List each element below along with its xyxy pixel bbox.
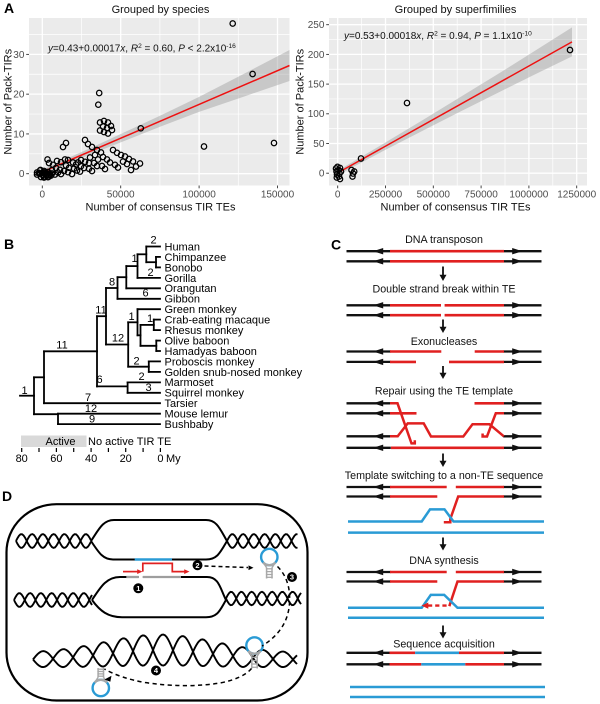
svg-text:1250000: 1250000 (557, 189, 596, 200)
svg-text:2: 2 (138, 371, 144, 383)
svg-text:0: 0 (319, 169, 325, 180)
svg-text:DNA synthesis: DNA synthesis (409, 555, 479, 567)
svg-text:Double strand break within TE: Double strand break within TE (373, 284, 516, 296)
svg-text:250: 250 (308, 20, 325, 31)
svg-text:Active: Active (46, 436, 76, 448)
svg-text:Green monkey: Green monkey (165, 304, 238, 316)
svg-text:Tarsier: Tarsier (165, 398, 198, 410)
svg-text:1: 1 (21, 385, 27, 397)
svg-text:Human: Human (165, 241, 200, 253)
svg-text:9: 9 (89, 414, 95, 426)
svg-text:0: 0 (40, 189, 46, 200)
svg-text:11: 11 (95, 305, 106, 317)
svg-text:20: 20 (13, 90, 25, 101)
svg-text:100000: 100000 (182, 189, 216, 200)
svg-text:2: 2 (147, 267, 153, 279)
svg-text:Rhesus monkey: Rhesus monkey (165, 325, 244, 337)
svg-text:4: 4 (154, 666, 159, 675)
svg-text:Number of consensus TIR TEs: Number of consensus TIR TEs (86, 202, 236, 214)
svg-text:2: 2 (195, 561, 199, 570)
svg-text:Hamadyas baboon: Hamadyas baboon (165, 346, 257, 358)
svg-text:1: 1 (147, 313, 153, 325)
svg-text:30: 30 (13, 50, 25, 61)
svg-text:200: 200 (308, 50, 325, 61)
svg-text:My: My (166, 453, 181, 465)
svg-text:Gibbon: Gibbon (165, 294, 200, 306)
svg-text:Number of consensus TIR TEs: Number of consensus TIR TEs (381, 202, 531, 214)
svg-text:C: C (331, 237, 341, 253)
svg-text:Repair using the TE template: Repair using the TE template (375, 386, 513, 398)
svg-text:6: 6 (96, 374, 102, 386)
svg-text:12: 12 (85, 403, 97, 415)
svg-text:1: 1 (131, 253, 137, 265)
svg-text:50000: 50000 (107, 189, 135, 200)
svg-text:Olive baboon: Olive baboon (165, 335, 230, 347)
svg-text:Gorilla: Gorilla (165, 273, 198, 285)
svg-text:60: 60 (50, 453, 62, 465)
svg-text:Grouped by species: Grouped by species (112, 4, 210, 16)
svg-text:0: 0 (335, 189, 341, 200)
svg-text:Marmoset: Marmoset (165, 377, 214, 389)
svg-text:Sequence acquisition: Sequence acquisition (393, 639, 495, 651)
svg-text:500000: 500000 (417, 189, 451, 200)
svg-text:Exonucleases: Exonucleases (411, 336, 478, 348)
svg-text:Number of Pack-TIRs: Number of Pack-TIRs (3, 48, 15, 154)
svg-text:y=0.53+0.00018x, R2 = 0.94, P: y=0.53+0.00018x, R2 = 0.94, P = 1.1x10-1… (343, 30, 532, 42)
svg-text:50: 50 (313, 139, 325, 150)
svg-text:Crab-eating macaque: Crab-eating macaque (165, 315, 271, 327)
svg-text:150: 150 (308, 80, 325, 91)
svg-text:7: 7 (85, 392, 91, 404)
svg-text:20: 20 (120, 453, 132, 465)
svg-text:B: B (4, 236, 14, 252)
svg-text:1: 1 (136, 584, 140, 593)
svg-text:Proboscis monkey: Proboscis monkey (165, 356, 255, 368)
svg-text:Chimpanzee: Chimpanzee (165, 252, 227, 264)
svg-text:6: 6 (142, 288, 148, 300)
svg-text:750000: 750000 (464, 189, 498, 200)
svg-text:Mouse lemur: Mouse lemur (165, 409, 229, 421)
svg-text:3: 3 (145, 382, 151, 394)
svg-text:12: 12 (112, 333, 124, 345)
svg-text:1000000: 1000000 (509, 189, 548, 200)
svg-text:Orangutan: Orangutan (165, 283, 217, 295)
svg-text:80: 80 (16, 453, 28, 465)
svg-text:0: 0 (157, 453, 163, 465)
svg-text:Grouped by superfimilies: Grouped by superfimilies (395, 4, 517, 16)
svg-text:2: 2 (150, 235, 156, 247)
svg-text:1: 1 (128, 311, 134, 323)
svg-text:3: 3 (290, 573, 294, 582)
svg-text:y=0.43+0.00017x, R2 = 0.60, P: y=0.43+0.00017x, R2 = 0.60, P < 2.2x10-1… (47, 43, 236, 55)
svg-text:A: A (4, 0, 14, 16)
svg-text:2: 2 (133, 356, 139, 368)
svg-text:8: 8 (109, 277, 115, 289)
svg-text:No active TIR TE: No active TIR TE (88, 436, 171, 448)
svg-text:Template switching to a non-TE: Template switching to a non-TE sequence (345, 470, 543, 482)
svg-text:100: 100 (308, 109, 325, 120)
svg-text:40: 40 (85, 453, 97, 465)
svg-text:150000: 150000 (261, 189, 295, 200)
svg-text:Bonobo: Bonobo (165, 262, 203, 274)
svg-text:10: 10 (13, 129, 25, 140)
svg-text:Golden snub-nosed monkey: Golden snub-nosed monkey (165, 367, 303, 379)
svg-text:Bushbaby: Bushbaby (165, 419, 214, 431)
svg-text:D: D (2, 488, 12, 504)
svg-text:DNA transposon: DNA transposon (405, 234, 483, 246)
svg-text:0: 0 (19, 169, 25, 180)
svg-text:Number of Pack-TIRs: Number of Pack-TIRs (295, 48, 307, 154)
svg-text:Squirrel monkey: Squirrel monkey (165, 388, 245, 400)
svg-text:250000: 250000 (369, 189, 403, 200)
svg-text:11: 11 (56, 340, 67, 352)
